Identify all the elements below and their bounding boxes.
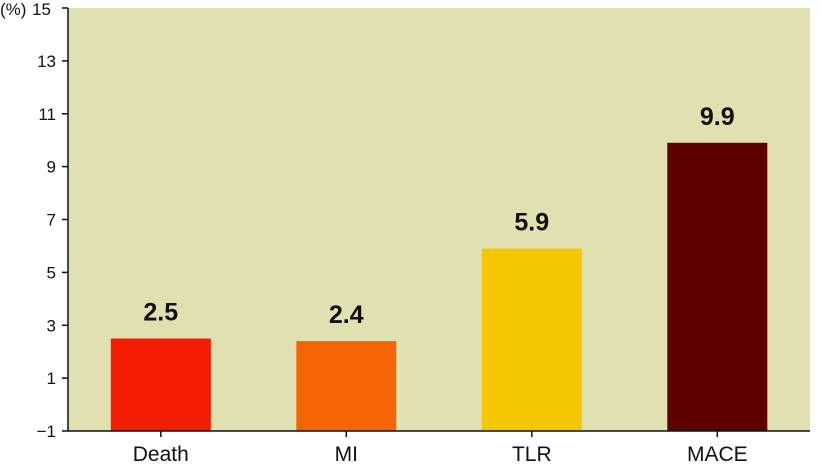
value-label-mace: 9.9 xyxy=(700,103,735,131)
y-tick-label: 3 xyxy=(47,316,56,335)
y-axis-unit-label: (%) xyxy=(0,0,26,19)
x-tick-label-tlr: TLR xyxy=(512,443,552,466)
y-tick-label: 5 xyxy=(47,263,56,282)
bar-mace xyxy=(667,142,768,432)
bar-mi xyxy=(296,341,397,431)
x-tick-label-death: Death xyxy=(133,443,189,466)
y-tick-label: 7 xyxy=(47,211,56,230)
x-tick-label-mi: MI xyxy=(335,443,358,466)
y-tick-label: 13 xyxy=(37,52,56,71)
value-label-tlr: 5.9 xyxy=(514,209,549,237)
x-tick-label-mace: MACE xyxy=(687,443,748,466)
bar-death xyxy=(110,338,211,431)
bar-tlr xyxy=(481,248,582,431)
y-tick-label: 15 xyxy=(32,0,51,19)
y-tick-label: 1 xyxy=(47,369,56,388)
value-label-mi: 2.4 xyxy=(329,301,364,329)
y-tick-label: 9 xyxy=(47,158,56,177)
y-tick-label: 11 xyxy=(38,105,56,124)
y-tick-label: −1 xyxy=(37,422,56,441)
value-label-death: 2.5 xyxy=(143,299,178,327)
